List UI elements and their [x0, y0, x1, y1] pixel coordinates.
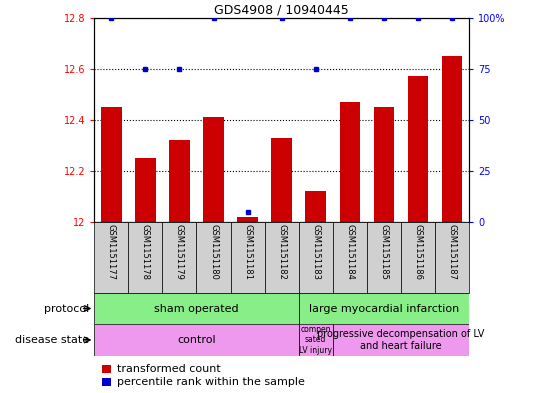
Bar: [265, 222, 299, 293]
Bar: [101, 107, 122, 222]
Bar: [94, 324, 299, 356]
Text: large myocardial infarction: large myocardial infarction: [309, 303, 459, 314]
Text: progressive decompensation of LV
and heart failure: progressive decompensation of LV and hea…: [317, 329, 485, 351]
Text: control: control: [177, 335, 216, 345]
Bar: [435, 222, 469, 293]
Text: GSM1151185: GSM1151185: [379, 224, 388, 280]
Text: percentile rank within the sample: percentile rank within the sample: [117, 377, 305, 387]
Bar: [169, 140, 190, 222]
Bar: [299, 324, 333, 356]
Text: GSM1151186: GSM1151186: [413, 224, 423, 280]
Title: GDS4908 / 10940445: GDS4908 / 10940445: [215, 4, 349, 17]
Text: disease state: disease state: [15, 335, 89, 345]
Text: GSM1151182: GSM1151182: [277, 224, 286, 280]
Text: GSM1151178: GSM1151178: [141, 224, 150, 280]
Bar: [441, 56, 462, 222]
Bar: [162, 222, 197, 293]
Bar: [272, 138, 292, 222]
Text: GSM1151177: GSM1151177: [107, 224, 116, 280]
Text: GSM1151183: GSM1151183: [311, 224, 320, 280]
Bar: [306, 191, 326, 222]
Bar: [333, 222, 367, 293]
Bar: [367, 222, 401, 293]
Bar: [197, 222, 231, 293]
Bar: [231, 222, 265, 293]
Bar: [237, 217, 258, 222]
Bar: [299, 293, 469, 324]
Bar: [94, 293, 299, 324]
Bar: [94, 222, 128, 293]
Text: sham operated: sham operated: [154, 303, 239, 314]
Bar: [203, 118, 224, 222]
Bar: [340, 102, 360, 222]
Text: GSM1151180: GSM1151180: [209, 224, 218, 280]
Bar: [374, 107, 394, 222]
Text: GSM1151187: GSM1151187: [447, 224, 457, 280]
Bar: [128, 222, 162, 293]
Bar: [401, 222, 435, 293]
Text: protocol: protocol: [44, 303, 89, 314]
Bar: [407, 77, 428, 222]
Text: compen
sated
LV injury: compen sated LV injury: [299, 325, 332, 355]
Bar: [299, 222, 333, 293]
Text: GSM1151179: GSM1151179: [175, 224, 184, 280]
Text: transformed count: transformed count: [117, 364, 220, 374]
Text: GSM1151181: GSM1151181: [243, 224, 252, 280]
Bar: [102, 365, 111, 373]
Bar: [135, 158, 156, 222]
Bar: [333, 324, 469, 356]
Text: GSM1151184: GSM1151184: [345, 224, 354, 280]
Bar: [102, 378, 111, 386]
